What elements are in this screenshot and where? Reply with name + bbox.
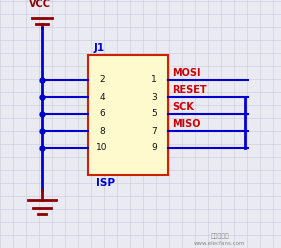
Text: 8: 8 [99, 126, 105, 135]
Text: RESET: RESET [172, 85, 207, 95]
Text: 7: 7 [151, 126, 157, 135]
Text: 5: 5 [151, 110, 157, 119]
Text: J1: J1 [94, 43, 105, 53]
Text: www.elecfans.com: www.elecfans.com [194, 241, 246, 246]
Text: 6: 6 [99, 110, 105, 119]
Bar [88, 55, 168, 175]
Text: 4: 4 [99, 93, 105, 101]
Text: 2: 2 [99, 75, 105, 85]
Text: ISP: ISP [96, 178, 115, 188]
Text: MISO: MISO [172, 119, 201, 129]
Text: 1: 1 [151, 75, 157, 85]
Text: SCK: SCK [172, 102, 194, 112]
Text: 10: 10 [96, 144, 108, 153]
Text: 电子发烧友: 电子发烧友 [211, 233, 229, 239]
Text: VCC: VCC [29, 0, 51, 9]
Text: 9: 9 [151, 144, 157, 153]
Text: MOSI: MOSI [172, 68, 201, 78]
Text: 3: 3 [151, 93, 157, 101]
